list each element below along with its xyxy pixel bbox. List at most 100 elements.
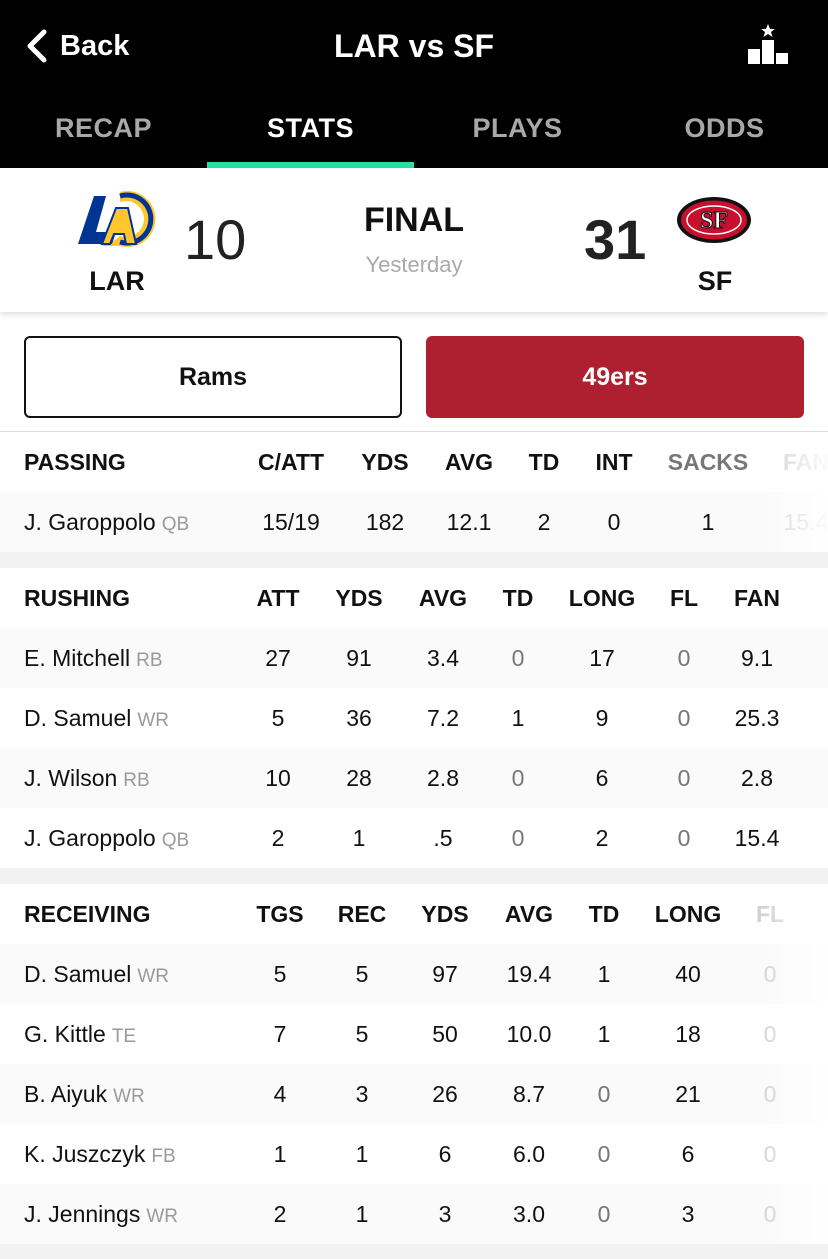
stat-cell: 0 bbox=[607, 509, 621, 535]
rams-toggle-button[interactable]: Rams bbox=[24, 336, 402, 418]
stat-cell: 7.2 bbox=[427, 705, 459, 731]
team-toggle: Rams 49ers bbox=[0, 312, 828, 432]
stat-cell: 27 bbox=[265, 645, 291, 671]
player-name: J. Jennings WR bbox=[24, 1201, 179, 1227]
column-header: ATT bbox=[256, 585, 300, 611]
stat-cell: 5 bbox=[355, 1021, 369, 1047]
stat-cell: 1 bbox=[273, 1141, 287, 1167]
tab-recap[interactable]: RECAP bbox=[54, 113, 152, 143]
stat-cell: 6.0 bbox=[513, 1141, 545, 1167]
column-header: TGS bbox=[256, 901, 304, 927]
table-row[interactable]: D. Samuel WR 5 5 97 19.4 1 40 0 bbox=[0, 944, 828, 1004]
column-header: SACKS bbox=[667, 449, 749, 475]
49ers-toggle-button[interactable]: 49ers bbox=[426, 336, 804, 418]
stat-cell: 36 bbox=[346, 705, 372, 731]
stat-cell: 1 bbox=[355, 1201, 369, 1227]
stat-cell: 3 bbox=[681, 1201, 695, 1227]
stat-cell: 2.8 bbox=[427, 765, 459, 791]
section-divider bbox=[0, 1244, 828, 1259]
passing-section: PASSING C/ATT YDS AVG TD INT SACKS FAN J… bbox=[0, 432, 828, 552]
stat-cell: 15/19 bbox=[262, 509, 320, 535]
stat-cell: 3 bbox=[355, 1081, 369, 1107]
table-row[interactable]: G. Kittle TE 7 5 50 10.0 1 18 0 bbox=[0, 1004, 828, 1064]
stat-cell: 19.4 bbox=[506, 961, 552, 987]
table-row[interactable]: J. Garoppolo QB 2 1 .5 0 2 0 15.4 bbox=[0, 808, 828, 868]
column-header: YDS bbox=[421, 901, 469, 927]
stat-cell: 10 bbox=[265, 765, 291, 791]
player-name: G. Kittle TE bbox=[24, 1021, 137, 1047]
rams-logo bbox=[78, 191, 156, 247]
tab-odds[interactable]: ODDS bbox=[684, 113, 765, 143]
category-label: PASSING bbox=[24, 449, 126, 475]
column-header: INT bbox=[595, 449, 633, 475]
stat-cell: 5 bbox=[273, 961, 287, 987]
stat-cell: 5 bbox=[355, 961, 369, 987]
tab-stats[interactable]: STATS bbox=[207, 100, 414, 168]
stat-cell: 0 bbox=[763, 1141, 777, 1167]
away-abbr: SF bbox=[697, 266, 733, 296]
game-status: FINAL bbox=[363, 201, 465, 239]
tab-plays[interactable]: PLAYS bbox=[472, 113, 563, 143]
column-header: AVG bbox=[418, 585, 468, 611]
stat-cell: 0 bbox=[677, 825, 691, 851]
stat-cell: 5 bbox=[271, 705, 285, 731]
stat-cell: 26 bbox=[432, 1081, 458, 1107]
player-name: B. Aiyuk WR bbox=[24, 1081, 145, 1107]
stat-cell: 1 bbox=[597, 1021, 611, 1047]
stat-cell: 6 bbox=[438, 1141, 452, 1167]
table-row[interactable]: J. Jennings WR 2 1 3 3.0 0 3 0 bbox=[0, 1184, 828, 1244]
stat-cell: 3 bbox=[438, 1201, 452, 1227]
passing-header-row: PASSING C/ATT YDS AVG TD INT SACKS FAN bbox=[0, 432, 828, 492]
stat-cell: 6 bbox=[681, 1141, 695, 1167]
stat-cell: 2 bbox=[537, 509, 551, 535]
scoreboard: 10 LAR FINAL Yesterday 31 SF SF bbox=[0, 168, 828, 312]
column-header: C/ATT bbox=[257, 449, 325, 475]
table-row[interactable]: D. Samuel WR 5 36 7.2 1 9 0 25.3 bbox=[0, 688, 828, 748]
column-header: TD bbox=[502, 585, 534, 611]
stat-cell: 10.0 bbox=[506, 1021, 552, 1047]
player-name: J. Wilson RB bbox=[24, 765, 150, 791]
receiving-header-row: RECEIVING TGS REC YDS AVG TD LONG FL bbox=[0, 884, 828, 944]
stat-cell: 3.0 bbox=[513, 1201, 545, 1227]
stat-cell: 17 bbox=[589, 645, 615, 671]
table-row[interactable]: E. Mitchell RB 27 91 3.4 0 17 0 9.1 bbox=[0, 628, 828, 688]
column-header: FL bbox=[755, 901, 785, 927]
section-divider bbox=[0, 868, 828, 884]
player-name: E. Mitchell RB bbox=[24, 645, 163, 671]
stat-cell: 0 bbox=[511, 645, 525, 671]
stat-cell: 0 bbox=[677, 705, 691, 731]
table-row[interactable]: B. Aiyuk WR 4 3 26 8.7 0 21 0 bbox=[0, 1064, 828, 1124]
rushing-header-row: RUSHING ATT YDS AVG TD LONG FL FAN bbox=[0, 568, 828, 628]
stat-cell: 0 bbox=[597, 1081, 611, 1107]
column-header: YDS bbox=[335, 585, 383, 611]
stat-cell: 4 bbox=[273, 1081, 287, 1107]
table-row[interactable]: J. Garoppolo QB 15/19 182 12.1 2 0 1 15.4 bbox=[0, 492, 828, 552]
table-row[interactable]: J. Wilson RB 10 28 2.8 0 6 0 2.8 bbox=[0, 748, 828, 808]
game-date: Yesterday bbox=[365, 252, 463, 277]
away-score: 31 bbox=[584, 208, 647, 271]
stat-cell: 15.4 bbox=[783, 509, 828, 535]
stat-cell: 18 bbox=[675, 1021, 701, 1047]
stat-cell: 0 bbox=[763, 1021, 777, 1047]
stat-cell: 9 bbox=[595, 705, 609, 731]
table-row[interactable]: K. Juszczyk FB 1 1 6 6.0 0 6 0 bbox=[0, 1124, 828, 1184]
category-label: RUSHING bbox=[24, 585, 131, 611]
back-button[interactable]: Back bbox=[24, 26, 129, 66]
column-header: REC bbox=[337, 901, 387, 927]
stat-cell: 0 bbox=[763, 1081, 777, 1107]
stat-cell: 1 bbox=[355, 1141, 369, 1167]
stat-cell: 0 bbox=[597, 1201, 611, 1227]
stat-cell: 2 bbox=[271, 825, 285, 851]
back-label: Back bbox=[60, 29, 130, 62]
stat-cell: 2.8 bbox=[741, 765, 773, 791]
section-divider bbox=[0, 552, 828, 568]
leaderboard-star-icon[interactable] bbox=[746, 22, 790, 66]
stat-cell: 0 bbox=[763, 1201, 777, 1227]
stat-cell: 50 bbox=[432, 1021, 458, 1047]
stat-cell: 7 bbox=[273, 1021, 287, 1047]
stat-cell: 91 bbox=[346, 645, 372, 671]
49ers-logo: SF bbox=[677, 197, 751, 243]
column-header: FAN bbox=[783, 449, 828, 475]
stat-cell: 1 bbox=[511, 705, 525, 731]
stat-cell: 0 bbox=[511, 825, 525, 851]
